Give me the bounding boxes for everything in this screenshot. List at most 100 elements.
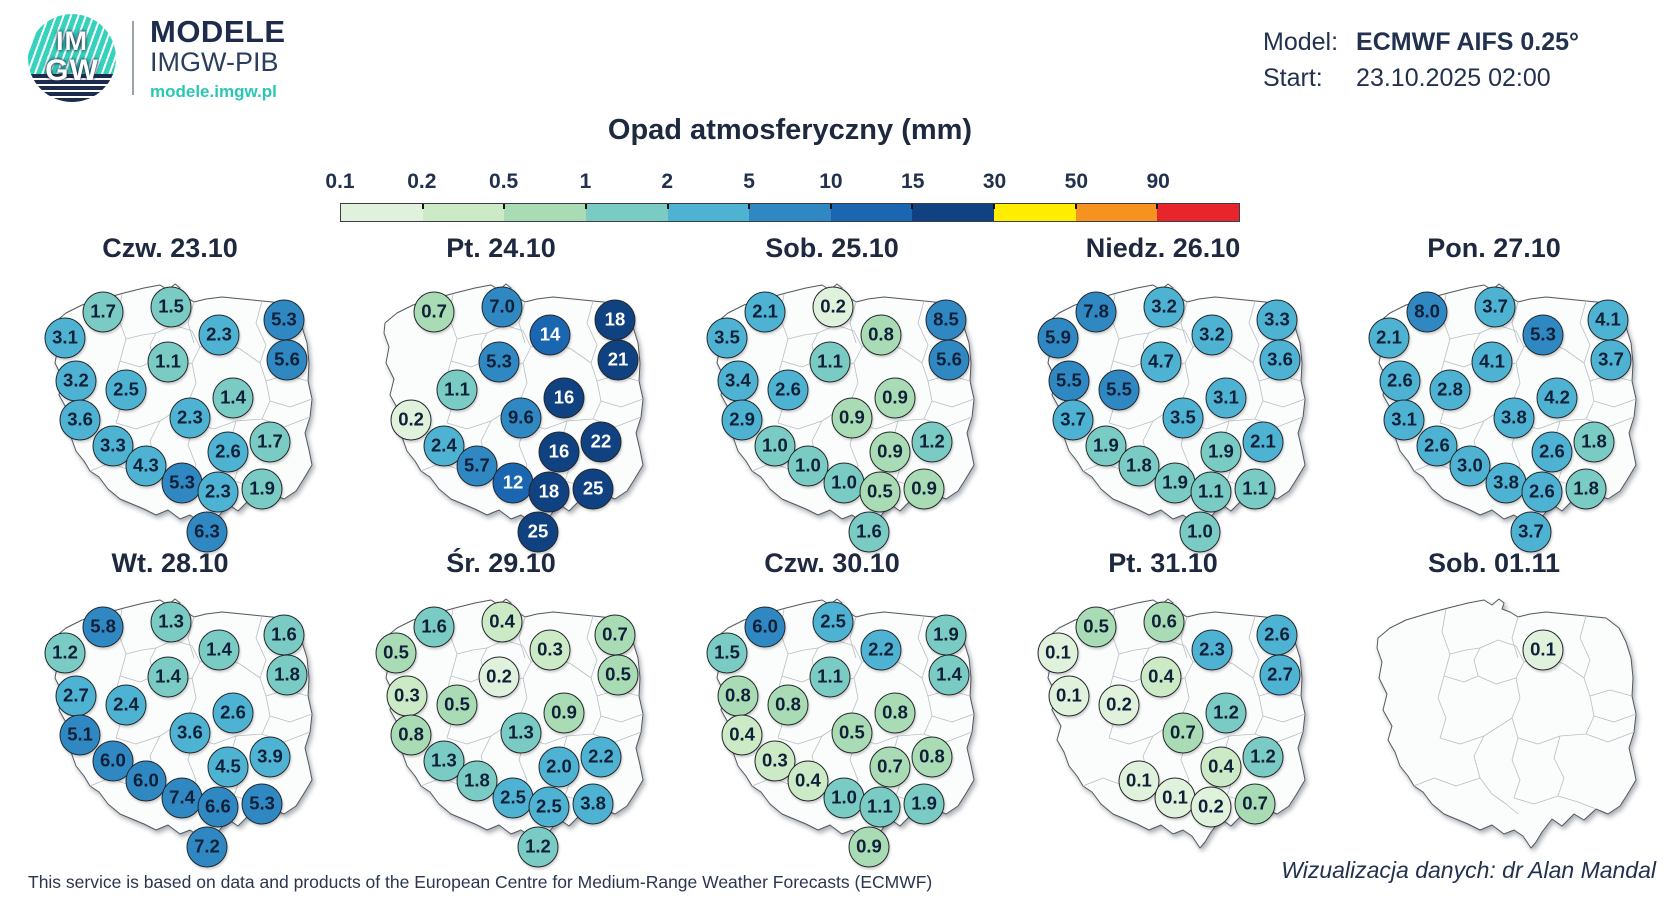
precip-value-circle: 2.5 [492, 777, 534, 819]
precip-value-circle: 0.1 [1037, 632, 1079, 674]
precip-value-circle: 2.6 [1521, 471, 1563, 513]
precip-value-circle: 6.6 [197, 786, 239, 828]
map-cell: Sob. 25.10 [676, 228, 988, 553]
map-area: 0.1 [1368, 590, 1648, 850]
precip-value-circle: 2.0 [538, 746, 580, 788]
precip-value-circle: 2.5 [528, 786, 570, 828]
legend-tick-mark [829, 204, 832, 209]
brand-subtitle: IMGW-PIB [150, 46, 279, 77]
legend-tick-mark [666, 204, 669, 209]
start-label: Start: [1263, 64, 1323, 92]
precip-value-circle: 0.9 [874, 377, 916, 419]
precip-value-circle: 3.4 [717, 360, 759, 402]
precip-value-circle: 1.2 [517, 826, 559, 868]
precip-value-circle: 1.1 [436, 369, 478, 411]
legend-segment [504, 204, 586, 221]
map-area: 1.6 0.4 0.3 0.7 0.5 0.2 0.5 0.3 0.5 0.9 0.8 1.3 1.3 2… [375, 590, 655, 868]
precip-value-circle: 4.5 [207, 746, 249, 788]
precip-value-circle: 1.5 [706, 632, 748, 674]
precip-value-circle: 0.9 [848, 826, 890, 868]
precip-value-circle: 0.6 [1143, 601, 1185, 643]
map-area: 0.5 0.6 2.3 2.6 0.1 0.4 2.7 0.1 0.2 1.2 0.7 0.4 1.2 0… [1037, 590, 1317, 850]
legend-segment [422, 204, 505, 221]
legend-segment [667, 204, 750, 221]
legend-tick-mark [1074, 204, 1077, 209]
precip-value-circle: 1.8 [1573, 421, 1615, 463]
precip-value-circle: 1.0 [1179, 511, 1221, 553]
precip-value-circle: 1.0 [823, 777, 865, 819]
map-cell: Czw. 23.10 [14, 228, 326, 553]
header-logo: IM GW MODELE IMGW-PIB modele.imgw.pl [28, 14, 286, 102]
precip-value-circle: 0.2 [812, 286, 854, 328]
precip-value-circle: 9.6 [500, 397, 542, 439]
legend-tick-mark [993, 204, 996, 209]
precip-value-circle: 1.9 [903, 783, 945, 825]
legend-segment [585, 204, 668, 221]
legend-segment [1075, 204, 1158, 221]
brand-title: MODELE [150, 13, 286, 49]
precip-value-circle: 16 [538, 431, 580, 473]
precip-value-circle: 5.3 [241, 783, 283, 825]
precip-value-circle: 8.5 [925, 299, 967, 341]
precip-value-circle: 0.7 [594, 614, 636, 656]
precip-value-circle: 4.2 [1536, 377, 1578, 419]
precip-value-circle: 3.9 [249, 736, 291, 778]
precip-value-circle: 3.8 [1493, 397, 1535, 439]
precip-value-circle: 1.4 [147, 656, 189, 698]
precip-value-circle: 2.1 [1242, 421, 1284, 463]
precip-value-circle: 1.4 [198, 629, 240, 671]
precip-value-circle: 0.8 [911, 736, 953, 778]
footer-disclaimer: This service is based on data and produc… [28, 872, 933, 892]
precip-value-circle: 0.5 [597, 654, 639, 696]
precip-value-circle: 5.3 [478, 341, 520, 383]
precip-value-circle: 3.2 [1191, 314, 1233, 356]
precip-value-circle: 2.6 [1531, 431, 1573, 473]
map-title: Śr. 29.10 [446, 548, 556, 578]
precip-value-circle: 0.9 [543, 692, 585, 734]
precip-value-circle: 0.9 [869, 431, 911, 473]
imgw-logo-text-im: IM [56, 26, 88, 56]
precip-value-circle: 2.1 [1368, 317, 1410, 359]
map-cell: Pt. 24.10 [345, 228, 657, 553]
model-info: Model: ECMWF AIFS 0.25° Start: 23.10.202… [1263, 26, 1579, 94]
precip-value-circle: 2.6 [767, 369, 809, 411]
map-area: 1.7 1.5 2.3 5.3 3.1 1.1 5.6 3.2 2.5 1.4 3.6 2.3 3.3 2… [44, 275, 324, 553]
precip-value-circle: 2.1 [744, 291, 786, 333]
legend-tick-label: 1 [579, 170, 592, 193]
precip-value-circle: 3.2 [55, 360, 97, 402]
legend-tick-mark [1156, 204, 1159, 209]
precip-value-circle: 1.0 [823, 462, 865, 504]
precip-value-circle: 1.2 [911, 421, 953, 463]
legend-colorbar [340, 203, 1240, 222]
precip-value-circle: 1.3 [500, 712, 542, 754]
precip-value-circle: 3.2 [1143, 286, 1185, 328]
legend-tick-label: 30 [982, 170, 1007, 193]
precip-value-circle: 2.4 [105, 684, 147, 726]
precip-value-circle: 0.5 [375, 632, 417, 674]
map-area: 2.1 0.2 0.8 8.5 3.5 1.1 5.6 3.4 2.6 0.9 2.9 0.9 1.0 0… [706, 275, 986, 553]
precip-value-circle: 0.9 [903, 468, 945, 510]
precip-value-circle: 2.5 [812, 601, 854, 643]
legend-tick-label: 10 [819, 170, 843, 193]
precip-value-circle: 0.3 [529, 629, 571, 671]
precip-value-circle: 18 [594, 299, 636, 341]
map-title: Czw. 30.10 [764, 548, 900, 578]
legend-tick-label: 5 [743, 170, 755, 193]
precip-value-circle: 1.6 [848, 511, 890, 553]
precip-value-circle: 3.1 [1205, 377, 1247, 419]
precip-value-circle: 1.9 [925, 614, 967, 656]
precip-value-circle: 2.9 [721, 399, 763, 441]
precip-value-circle: 5.3 [161, 462, 203, 504]
precip-value-circle: 1.4 [212, 377, 254, 419]
precip-value-circle: 2.7 [1259, 654, 1301, 696]
precip-value-circle: 21 [597, 339, 639, 381]
precip-value-circle: 1.1 [1190, 471, 1232, 513]
precip-value-circle: 3.6 [59, 399, 101, 441]
precip-value-circle: 1.1 [809, 341, 851, 383]
precip-value-circle: 1.1 [1234, 468, 1276, 510]
precip-value-circle: 3.5 [1162, 397, 1204, 439]
precip-value-circle: 1.2 [1242, 736, 1284, 778]
map-cell: Czw. 30.10 [676, 543, 988, 868]
legend-title: Opad atmosferyczny (mm) [607, 114, 973, 146]
precip-value-circle: 1.4 [928, 654, 970, 696]
